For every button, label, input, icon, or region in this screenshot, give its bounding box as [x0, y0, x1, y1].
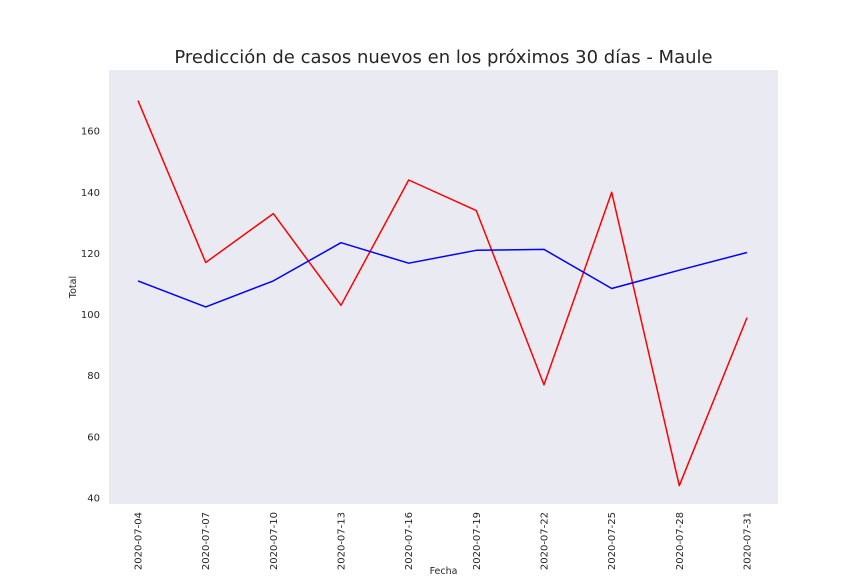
chart-title: Predicción de casos nuevos en los próxim… [174, 47, 712, 68]
y-tick-label: 140 [81, 188, 100, 199]
x-axis-label: Fecha [430, 566, 458, 576]
x-tick-label: 2020-07-13 [337, 512, 348, 570]
x-tick-label: 2020-07-16 [404, 512, 415, 570]
x-tick-label: 2020-07-19 [472, 512, 483, 570]
x-tick-label: 2020-07-22 [540, 512, 551, 570]
x-tick-label: 2020-07-04 [134, 512, 145, 570]
x-axis-ticks: 2020-07-04 2020-07-07 2020-07-10 2020-07-13… [134, 512, 754, 570]
y-tick-label: 80 [87, 371, 100, 382]
x-tick-label: 2020-07-25 [607, 512, 618, 570]
y-tick-label: 40 [87, 493, 100, 504]
series-line-2 [137, 241, 748, 308]
x-tick-label: 2020-07-31 [743, 512, 754, 570]
x-tick-label: 2020-07-28 [675, 512, 686, 570]
y-tick-label: 120 [81, 249, 100, 260]
y-axis-ticks: 40 60 80 100 120 140 160 [81, 127, 100, 505]
y-tick-label: 160 [81, 127, 100, 138]
plot-area [109, 70, 778, 504]
x-tick-label: 2020-07-10 [269, 512, 280, 570]
y-tick-label: 60 [87, 432, 100, 443]
series-lines [137, 100, 748, 487]
x-tick-label: 2020-07-07 [201, 512, 212, 570]
series-line-1 [137, 100, 748, 487]
y-axis-label: Total [68, 276, 79, 299]
y-tick-label: 100 [81, 310, 100, 321]
